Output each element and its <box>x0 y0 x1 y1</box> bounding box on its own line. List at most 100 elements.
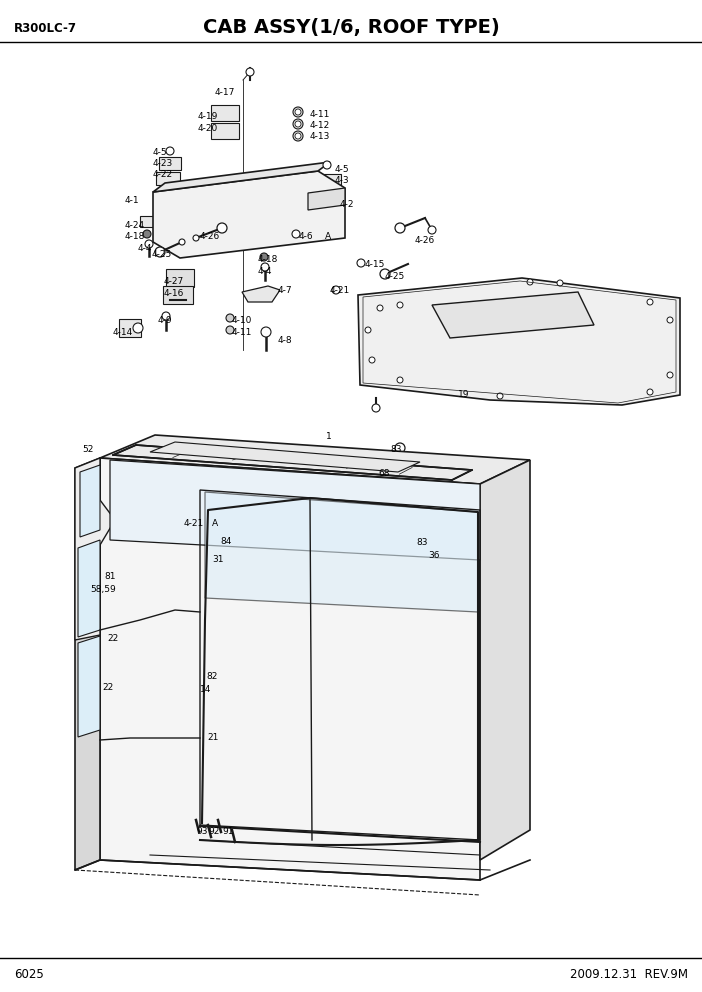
Polygon shape <box>205 492 478 612</box>
Polygon shape <box>150 442 420 472</box>
Bar <box>221 546 231 560</box>
Text: 36: 36 <box>428 551 439 560</box>
Circle shape <box>193 235 199 241</box>
Text: 4-12: 4-12 <box>310 121 330 130</box>
Text: 4-8: 4-8 <box>278 336 293 345</box>
Polygon shape <box>78 636 100 737</box>
Text: 4-25: 4-25 <box>152 250 172 259</box>
Text: 4-17: 4-17 <box>215 88 235 97</box>
Circle shape <box>107 683 117 693</box>
Polygon shape <box>110 460 480 560</box>
Circle shape <box>439 549 449 559</box>
Circle shape <box>667 317 673 323</box>
Text: CAB ASSY(1/6, ROOF TYPE): CAB ASSY(1/6, ROOF TYPE) <box>203 18 499 37</box>
Text: 4-9: 4-9 <box>158 316 173 325</box>
Bar <box>221 526 231 544</box>
Text: 84: 84 <box>220 537 232 546</box>
Text: 93: 93 <box>196 827 208 836</box>
Circle shape <box>143 230 151 238</box>
Text: 83: 83 <box>416 538 428 547</box>
Text: 4-14: 4-14 <box>113 328 133 337</box>
Text: 21: 21 <box>207 733 218 742</box>
Text: 4-3: 4-3 <box>335 176 350 185</box>
Text: 4-20: 4-20 <box>198 124 218 133</box>
Circle shape <box>293 107 303 117</box>
Text: 4-19: 4-19 <box>198 112 218 121</box>
Circle shape <box>428 226 436 234</box>
Text: 4-4: 4-4 <box>258 267 272 276</box>
Polygon shape <box>480 460 530 860</box>
Polygon shape <box>308 188 345 210</box>
Text: 4-15: 4-15 <box>365 260 385 269</box>
Text: 14: 14 <box>200 685 211 694</box>
Text: 58,59: 58,59 <box>90 585 116 594</box>
Circle shape <box>228 826 236 834</box>
Bar <box>119 319 141 337</box>
Text: 4-6: 4-6 <box>299 232 314 241</box>
Polygon shape <box>78 540 100 637</box>
Circle shape <box>217 223 227 233</box>
Circle shape <box>155 247 165 257</box>
Polygon shape <box>153 162 330 192</box>
Text: 31: 31 <box>212 555 223 564</box>
Circle shape <box>397 377 403 383</box>
Circle shape <box>377 305 383 311</box>
Text: 6025: 6025 <box>14 968 44 981</box>
Bar <box>201 684 219 696</box>
Text: 4-21: 4-21 <box>184 519 204 528</box>
Polygon shape <box>153 171 345 258</box>
Text: A: A <box>325 232 331 241</box>
Circle shape <box>214 816 222 824</box>
Bar <box>159 157 181 170</box>
Circle shape <box>647 389 653 395</box>
Circle shape <box>234 676 242 684</box>
Circle shape <box>292 230 300 238</box>
Text: 4-24: 4-24 <box>125 221 145 230</box>
Circle shape <box>395 443 405 453</box>
Circle shape <box>179 239 185 245</box>
Bar <box>107 565 127 579</box>
Circle shape <box>226 326 234 334</box>
Text: 4-16: 4-16 <box>164 289 185 298</box>
Circle shape <box>293 131 303 141</box>
Circle shape <box>527 279 533 285</box>
Circle shape <box>261 327 271 337</box>
Circle shape <box>647 299 653 305</box>
Circle shape <box>261 263 269 271</box>
Circle shape <box>498 658 522 682</box>
Bar <box>211 105 239 121</box>
Text: 19: 19 <box>458 390 470 399</box>
Text: 4-26: 4-26 <box>415 236 435 245</box>
Polygon shape <box>100 458 480 880</box>
Text: 4-18: 4-18 <box>258 255 279 264</box>
Text: 92: 92 <box>208 827 219 836</box>
Text: 22: 22 <box>107 634 118 643</box>
Text: 4-23: 4-23 <box>153 159 173 168</box>
Circle shape <box>246 68 254 76</box>
Bar <box>163 286 193 304</box>
Circle shape <box>295 109 301 115</box>
Circle shape <box>365 327 371 333</box>
Text: 83: 83 <box>390 445 402 454</box>
Bar <box>501 344 519 356</box>
Circle shape <box>192 517 200 525</box>
Circle shape <box>667 372 673 378</box>
Circle shape <box>108 584 116 592</box>
Polygon shape <box>80 465 100 537</box>
Text: 4-4: 4-4 <box>138 244 152 253</box>
Circle shape <box>425 537 435 547</box>
Text: 4-21: 4-21 <box>330 286 350 295</box>
Text: 4-10: 4-10 <box>232 316 253 325</box>
Text: 4-13: 4-13 <box>310 132 331 141</box>
Polygon shape <box>75 458 115 640</box>
Text: 4-11: 4-11 <box>310 110 331 119</box>
Text: 4-2: 4-2 <box>340 200 355 209</box>
Circle shape <box>192 816 200 824</box>
Text: 4-27: 4-27 <box>164 277 184 286</box>
Circle shape <box>295 121 301 127</box>
Circle shape <box>557 280 563 286</box>
Bar <box>108 677 126 699</box>
Circle shape <box>372 404 380 412</box>
Bar <box>111 629 129 651</box>
Circle shape <box>295 133 301 139</box>
